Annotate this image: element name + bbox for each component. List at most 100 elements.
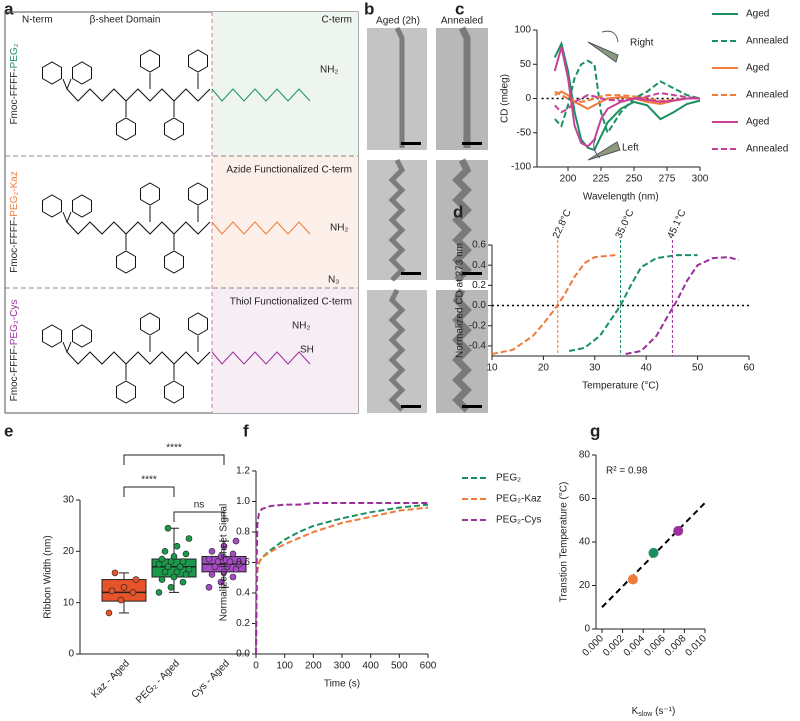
data-point xyxy=(132,576,140,583)
data-point xyxy=(627,574,638,585)
fibril xyxy=(452,288,472,413)
c-term-note: Azide Functionalized C-term xyxy=(226,165,352,176)
data-line xyxy=(568,254,698,352)
atom-label: NH₂ xyxy=(292,321,310,332)
label-unit: (s⁻¹) xyxy=(652,706,675,717)
data-point xyxy=(208,571,216,578)
name-suffix: PEG₂-Kaz xyxy=(9,171,20,217)
x-tick-label: 0.008 xyxy=(663,633,689,659)
data-point xyxy=(211,563,219,571)
data-point xyxy=(182,550,190,558)
y-axis-label: Normalized CD at 273 nm xyxy=(455,243,466,358)
backbone xyxy=(66,221,211,235)
data-point xyxy=(217,578,225,586)
molecule xyxy=(42,182,311,274)
phenyl xyxy=(116,101,136,141)
phenyl xyxy=(140,312,160,352)
molecule xyxy=(42,312,311,404)
data-point xyxy=(673,525,684,536)
compound-name: Fmoc-FFFF-PEG₂-Kaz xyxy=(9,171,20,273)
y-tick-label: 60 xyxy=(579,493,591,504)
x-tick-label: 225 xyxy=(593,174,610,185)
data-point xyxy=(129,589,137,596)
x-tick-label: 40 xyxy=(641,363,653,374)
rotation-cone xyxy=(587,141,621,161)
data-point xyxy=(155,589,163,596)
legend-label: PEG₂-Kaz xyxy=(496,494,542,505)
fibril xyxy=(388,288,406,412)
x-tick-label: 0.002 xyxy=(601,633,627,659)
x-tick-label: PEG₂ - Aged xyxy=(134,658,182,706)
micrograph xyxy=(367,160,427,280)
transition-label: 35.0°C xyxy=(614,208,637,240)
fibril xyxy=(388,158,406,282)
significance-label: **** xyxy=(166,443,182,454)
y-axis-label: Normalized β-sheet Signal xyxy=(219,504,230,621)
compound-name: Fmoc-FFFF-PEG₂ xyxy=(9,43,20,124)
data-point xyxy=(120,583,128,591)
atom-label: SH xyxy=(300,345,314,356)
name-prefix: Fmoc-FFFF- xyxy=(9,345,20,401)
y-tick-label: 100 xyxy=(514,25,531,36)
data-point xyxy=(173,568,181,576)
data-point xyxy=(220,568,228,576)
scale-bar xyxy=(462,272,482,275)
scale-bar xyxy=(462,142,482,145)
y-tick-label: 0.8 xyxy=(236,527,250,538)
y-tick-label: -0.2 xyxy=(469,320,487,331)
x-tick-label: 0 xyxy=(253,661,259,672)
panel-label: f xyxy=(243,421,249,440)
x-tick-label: Cys - Aged xyxy=(190,658,232,700)
data-point xyxy=(155,560,163,568)
label-main: K xyxy=(632,706,639,717)
y-tick-label: 10 xyxy=(63,597,75,608)
phenyl xyxy=(164,101,184,141)
name-suffix: PEG₂-Cys xyxy=(9,300,20,346)
y-tick-label: 0.4 xyxy=(472,260,486,271)
scale-bar xyxy=(401,142,421,145)
data-point xyxy=(182,571,190,578)
micrograph xyxy=(367,28,427,150)
x-tick-label: 500 xyxy=(391,661,408,672)
data-point xyxy=(161,548,169,555)
data-point xyxy=(229,573,237,581)
column-header: Aged (2h) xyxy=(376,16,420,27)
y-tick-label: 0.6 xyxy=(236,557,250,568)
region-header: β-sheet Domain xyxy=(90,15,161,26)
peg-tail xyxy=(211,351,311,365)
data-point xyxy=(220,542,228,550)
x-tick-label: 250 xyxy=(626,174,643,185)
c-term-region xyxy=(212,288,358,413)
x-tick-label: 20 xyxy=(538,363,550,374)
x-tick-label: 0.000 xyxy=(581,633,607,659)
y-tick-label: 40 xyxy=(579,537,591,548)
scale-bar xyxy=(401,272,421,275)
data-point xyxy=(205,555,213,563)
legend-label: Aged xyxy=(746,117,769,128)
data-point xyxy=(164,524,172,532)
data-point xyxy=(208,548,216,555)
x-axis-label: Temperature (°C) xyxy=(582,381,659,392)
backbone xyxy=(66,351,211,365)
molecule xyxy=(42,49,311,141)
data-point xyxy=(164,563,172,571)
rotation-arrow xyxy=(593,137,601,159)
significance-bracket xyxy=(123,486,175,497)
data-line xyxy=(554,59,701,136)
data-point xyxy=(226,558,234,565)
y-tick-label: 80 xyxy=(579,450,591,461)
data-point xyxy=(111,569,119,577)
annotation: Right xyxy=(630,38,654,49)
fibril xyxy=(394,26,405,148)
y-tick-label: 0.6 xyxy=(472,240,486,251)
y-tick-label: 0.0 xyxy=(236,649,250,660)
x-tick-label: 0.010 xyxy=(684,633,710,659)
x-tick-label: 600 xyxy=(420,661,437,672)
c-term-region xyxy=(212,156,358,288)
x-tick-label: 0.006 xyxy=(642,633,668,659)
column-header: Annealed xyxy=(441,16,483,27)
data-point xyxy=(223,563,231,571)
data-point xyxy=(205,583,213,591)
peg-tail xyxy=(211,221,311,235)
